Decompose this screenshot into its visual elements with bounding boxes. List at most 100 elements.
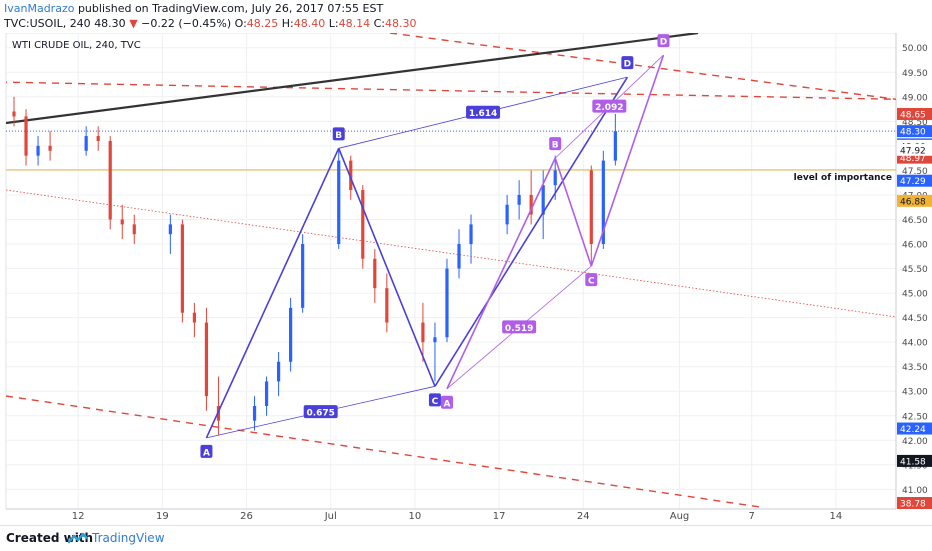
- purple-pattern-point-label: B: [552, 141, 559, 151]
- price-tag-label: 48.65: [900, 110, 926, 120]
- low-value: 48.14: [338, 17, 371, 30]
- candle-body: [48, 145, 52, 151]
- candle-body: [12, 111, 16, 117]
- close-value: 48.30: [385, 17, 417, 30]
- candle-body: [361, 190, 365, 259]
- purple-pattern-point-label: C: [588, 277, 595, 287]
- tradingview-brand-link[interactable]: TradingView: [92, 531, 165, 545]
- x-tick-label: 7: [748, 511, 754, 522]
- purple-pattern-ratio-label: 2.092: [595, 103, 623, 113]
- y-tick-label: 41.00: [902, 486, 928, 496]
- candle-body: [433, 337, 437, 343]
- blue-pattern-point-label: A: [203, 448, 210, 458]
- candle-body: [120, 219, 124, 225]
- purple-pattern-point-badge: [440, 395, 453, 409]
- price-tag-label: 46.88: [900, 197, 926, 207]
- blue-pattern-leg: [337, 148, 436, 387]
- open-label: O:: [234, 17, 247, 30]
- purple-pattern-point-label: A: [443, 399, 450, 409]
- price-tag: [897, 143, 932, 156]
- price-tag-label: 48.97: [900, 154, 926, 164]
- purple-pattern-ratio-badge: [502, 320, 537, 334]
- author-link[interactable]: IvanMadrazo: [4, 2, 75, 15]
- y-tick-label: 43.00: [902, 388, 928, 398]
- price-change: −0.22 (−0.45%): [141, 17, 232, 30]
- blue-pattern-point-badge: [428, 393, 441, 407]
- candle-body: [445, 268, 449, 338]
- purple-pattern-point-label: D: [660, 38, 667, 48]
- candle-body: [24, 116, 28, 156]
- symbol-label: TVC:USOIL, 240: [4, 17, 91, 30]
- candle-body: [204, 322, 209, 397]
- blue-pattern-point-badge: [621, 56, 634, 70]
- candle-body: [589, 170, 593, 245]
- tradingview-logo-icon: [68, 532, 88, 544]
- candle-body: [553, 170, 557, 186]
- candle-body: [613, 131, 617, 161]
- blue-pattern-point-label: B: [335, 131, 342, 141]
- x-tick-label: 17: [493, 511, 506, 522]
- candle-body: [36, 145, 40, 156]
- chart-area[interactable]: 121926Jul101724Aug71441.0041.5042.0042.5…: [0, 32, 932, 524]
- publish-info: published on TradingView.com, July 26, 2…: [74, 2, 384, 15]
- candle-body: [457, 244, 461, 269]
- down-arrow-icon: ▼: [129, 17, 138, 30]
- candle-body: [517, 194, 521, 205]
- candle-body: [529, 194, 533, 215]
- last-price: 48.30: [94, 17, 126, 30]
- drawings-layer: A B C D 0.675 1.614 A B C D 0.519 2.092: [6, 33, 896, 508]
- y-tick-label: 46.00: [902, 241, 928, 251]
- price-tag-label: 48.30: [900, 128, 926, 138]
- blue-pattern-ratio-badge: [303, 405, 338, 419]
- close-label: C:: [373, 17, 385, 30]
- low-label: L:: [328, 17, 339, 30]
- x-tick-label: 19: [156, 511, 169, 522]
- candle-body: [421, 322, 425, 343]
- candle-body: [276, 361, 281, 382]
- purple-pattern-point-badge: [657, 34, 670, 48]
- blue-pattern-ratio-label: 1.614: [469, 109, 497, 119]
- chart-header: IvanMadrazo published on TradingView.com…: [0, 0, 932, 32]
- y-tick-label: 49.00: [902, 93, 928, 103]
- purple-pattern-leg: [554, 157, 593, 267]
- plot-area: [5, 32, 897, 510]
- candle-body: [252, 405, 257, 421]
- candle-body: [301, 244, 305, 308]
- purple-pattern-ratio-badge: [592, 99, 627, 113]
- price-tag: [897, 107, 932, 120]
- price-tag: [897, 125, 932, 138]
- candle-body: [108, 140, 112, 220]
- price-tag-label: 47.29: [900, 177, 926, 187]
- purple-pattern-point-badge: [549, 137, 562, 151]
- created-with-label: Created with: [6, 531, 94, 545]
- footer: Created with TradingView: [0, 525, 932, 551]
- candle-body: [505, 204, 509, 225]
- x-tick-label: 26: [240, 511, 253, 522]
- candle-body: [132, 224, 136, 235]
- x-tick-label: 12: [72, 511, 85, 522]
- x-tick-label: 14: [829, 511, 842, 522]
- candle-body: [192, 312, 197, 323]
- price-tag-label: 42.24: [900, 425, 926, 435]
- x-tick-label: 10: [409, 511, 422, 522]
- candle-body: [349, 160, 353, 191]
- price-tag: [897, 422, 932, 435]
- blue-pattern-leg: [205, 147, 340, 439]
- blue-pattern-ratio-badge: [466, 105, 501, 119]
- importance-level-label: level of importance: [794, 173, 892, 183]
- purple-pattern-point-badge: [585, 273, 598, 287]
- candle-body: [601, 160, 605, 245]
- x-tick-label: 24: [577, 511, 590, 522]
- y-tick-label: 44.50: [902, 314, 928, 324]
- candle-body: [337, 160, 341, 245]
- price-tag-label: 41.58: [900, 457, 926, 467]
- y-tick-label: 50.00: [902, 44, 928, 54]
- blue-pattern-leg: [434, 76, 629, 387]
- candle-body: [96, 136, 100, 141]
- price-chart[interactable]: 121926Jul101724Aug71441.0041.5042.0042.5…: [0, 32, 932, 524]
- trend-line: [6, 33, 699, 125]
- blue-pattern-point-badge: [200, 444, 213, 458]
- high-label: H:: [281, 17, 294, 30]
- y-tick-label: 44.00: [902, 339, 928, 349]
- blue-pattern-point-label: C: [432, 397, 439, 407]
